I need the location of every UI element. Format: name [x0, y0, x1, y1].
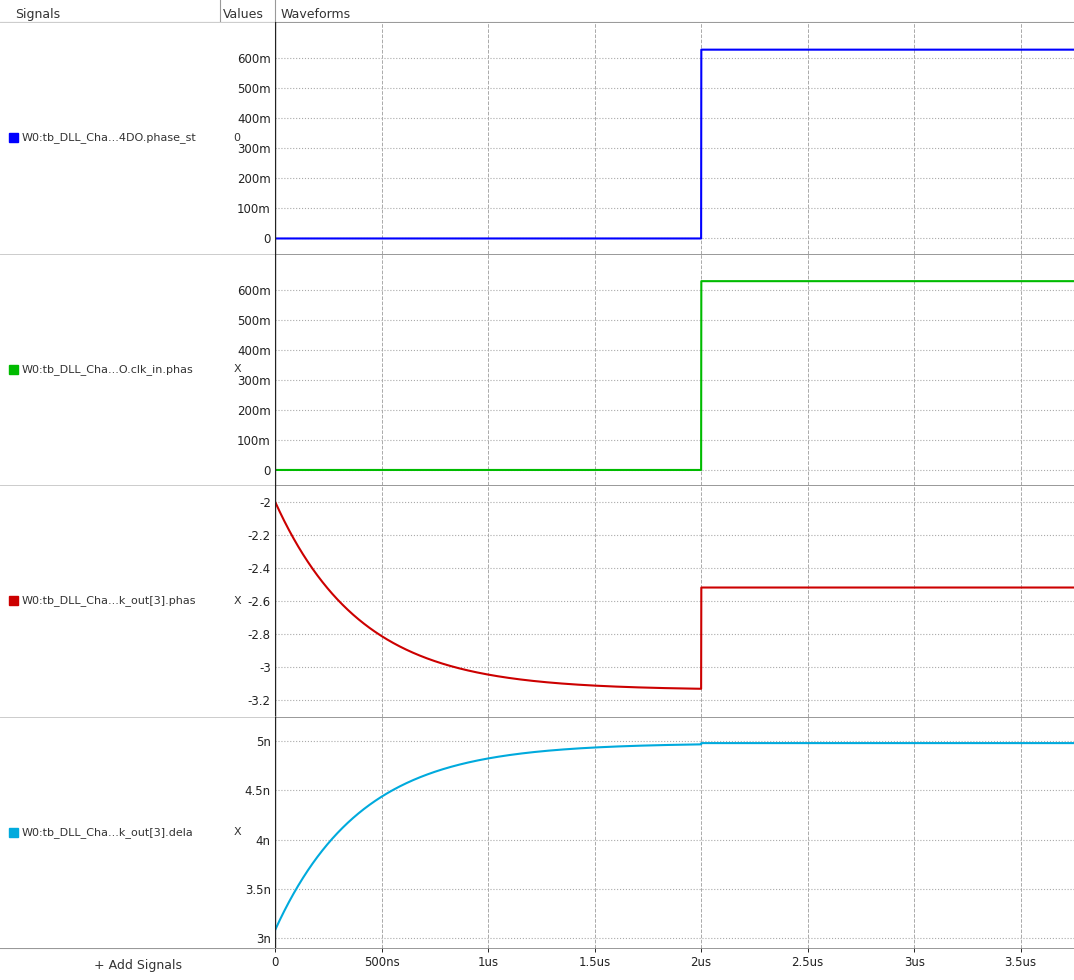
Text: W0:tb_DLL_Cha...4DO.phase_st: W0:tb_DLL_Cha...4DO.phase_st	[21, 132, 197, 143]
Text: W0:tb_DLL_Cha...k_out[3].phas: W0:tb_DLL_Cha...k_out[3].phas	[21, 595, 197, 607]
Text: Values: Values	[222, 8, 263, 21]
Text: W0:tb_DLL_Cha...O.clk_in.phas: W0:tb_DLL_Cha...O.clk_in.phas	[21, 364, 193, 374]
Bar	[9, 597, 17, 606]
Text: Signals: Signals	[15, 8, 60, 21]
Bar	[9, 365, 17, 373]
Bar	[9, 133, 17, 142]
Text: 0: 0	[234, 132, 241, 143]
Text: X: X	[234, 596, 242, 606]
Text: + Add Signals: + Add Signals	[93, 959, 182, 972]
Text: W0:tb_DLL_Cha...k_out[3].dela: W0:tb_DLL_Cha...k_out[3].dela	[21, 827, 193, 838]
Text: X: X	[234, 365, 242, 374]
Text: X: X	[234, 827, 242, 837]
Text: Waveforms: Waveforms	[280, 8, 350, 21]
Bar	[9, 828, 17, 837]
